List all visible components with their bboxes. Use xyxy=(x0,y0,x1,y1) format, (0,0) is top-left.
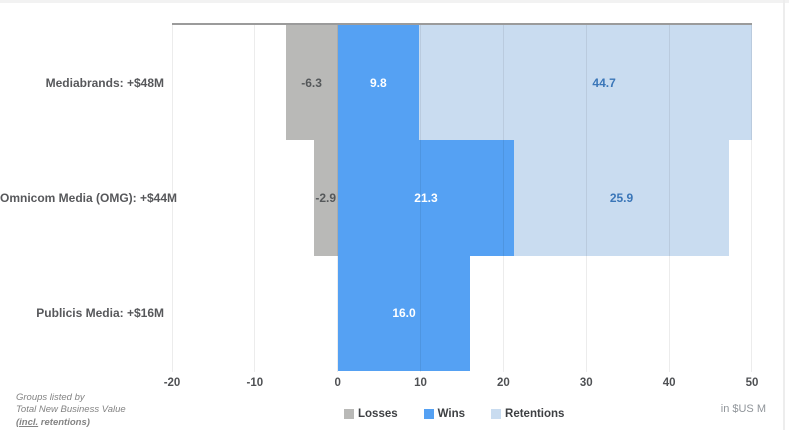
bar-value-label: 21.3 xyxy=(414,191,438,205)
x-tick-label: 20 xyxy=(497,377,510,389)
bar-value-label: 9.8 xyxy=(369,75,387,90)
legend-item[interactable]: Retentions xyxy=(491,408,564,420)
footnote-line-2: Total New Business Value xyxy=(16,404,126,416)
gridline xyxy=(254,25,256,372)
legend-swatch xyxy=(491,409,502,419)
legend: Losses Wins Retentions xyxy=(344,408,564,420)
footnote-retentions: retentions) xyxy=(38,416,90,428)
legend-swatch xyxy=(344,409,354,419)
legend-item[interactable]: Losses xyxy=(344,408,398,420)
x-tick-label: 50 xyxy=(745,377,759,389)
x-tick-label: 30 xyxy=(579,377,593,389)
legend-label: Wins xyxy=(437,408,466,420)
x-tick-label: 10 xyxy=(414,377,427,389)
bar-value-label: 16.0 xyxy=(392,306,416,321)
bar-segment[interactable] xyxy=(285,25,338,141)
x-axis: -20 -10 0 10 20 30 40 50 xyxy=(0,377,789,391)
legend-item[interactable]: Wins xyxy=(423,408,466,420)
footnote-line-3: (incl. retentions) xyxy=(16,417,126,429)
bar-segment[interactable] xyxy=(337,140,515,256)
plot-area: -6.3 -2.9 9.8 21.3 16.0 44.7 25.9 xyxy=(171,25,752,372)
frame-top-border xyxy=(0,0,789,3)
bar-segment[interactable] xyxy=(313,140,338,256)
gridline xyxy=(171,25,173,372)
footnote-line-1: Groups listed by xyxy=(16,392,85,403)
frame-right-border xyxy=(783,0,785,430)
footnote: Groups listed by Total New Business Valu… xyxy=(16,392,126,429)
category-label: Publicis Media: +$16M xyxy=(36,306,164,321)
x-tick-label: -20 xyxy=(163,377,181,389)
footnote-incl: (incl. xyxy=(16,416,39,428)
bar-segment[interactable] xyxy=(337,255,471,371)
legend-label: Retentions xyxy=(505,408,565,420)
bar-value-label: 44.7 xyxy=(592,75,616,90)
bar-value-label: -2.9 xyxy=(315,191,337,205)
gridline xyxy=(585,25,587,372)
category-axis: Mediabrands: +$48M Omnicom Media (OMG): +… xyxy=(0,25,178,371)
x-tick-label: 40 xyxy=(662,377,676,389)
unit-note: in $US M xyxy=(720,403,766,415)
gridline xyxy=(420,25,422,372)
x-tick-label: 0 xyxy=(334,377,341,389)
plot-top-border xyxy=(172,23,752,25)
bar-value-label: 25.9 xyxy=(609,191,634,205)
gridline xyxy=(337,25,339,372)
gridline xyxy=(668,25,670,372)
bar-segment[interactable] xyxy=(418,25,752,141)
category-label: Omnicom Media (OMG): +$44M xyxy=(0,191,178,205)
category-label: Mediabrands: +$48M xyxy=(45,75,164,90)
x-tick-label: -10 xyxy=(246,377,264,389)
bar-segment[interactable] xyxy=(337,25,419,141)
bar-segment[interactable] xyxy=(514,140,729,256)
bar-value-label: -6.3 xyxy=(301,75,322,90)
legend-label: Losses xyxy=(358,408,398,420)
gridline xyxy=(751,25,752,372)
gridline xyxy=(502,25,504,372)
legend-swatch xyxy=(423,409,434,419)
